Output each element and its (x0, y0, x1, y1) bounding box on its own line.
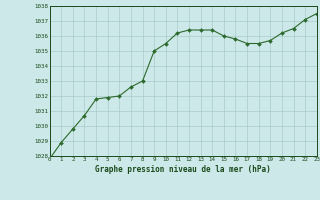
X-axis label: Graphe pression niveau de la mer (hPa): Graphe pression niveau de la mer (hPa) (95, 165, 271, 174)
